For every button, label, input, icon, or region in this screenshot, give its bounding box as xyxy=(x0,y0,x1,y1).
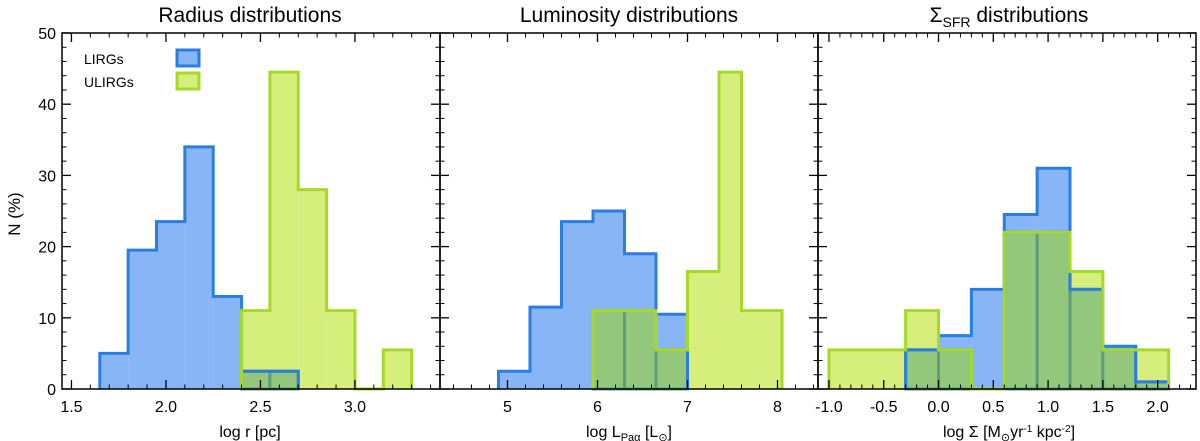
ulirgs-bar xyxy=(326,310,355,389)
x-tick-label: 6 xyxy=(593,399,602,416)
y-tick-label: 0 xyxy=(47,382,56,399)
lirgs-bar xyxy=(184,146,214,389)
y-tick-label: 10 xyxy=(38,311,56,328)
overlap-bar xyxy=(904,348,941,391)
overlap-bar xyxy=(1068,287,1105,391)
lirgs-bar xyxy=(561,221,593,389)
x-tick-label: -0.5 xyxy=(870,399,898,416)
x-tick-label: -1.0 xyxy=(815,399,843,416)
overlap-bar xyxy=(654,348,689,391)
overlap-bar xyxy=(1101,348,1138,391)
x-tick-label: 0.5 xyxy=(982,399,1004,416)
panel-title-sfr-density: ΣSFR distributions xyxy=(930,4,1089,30)
ulirgs-bar xyxy=(741,310,782,389)
y-axis-label: N (%) xyxy=(5,192,24,235)
overlap-bar xyxy=(591,309,626,391)
overlap-bar xyxy=(1035,230,1072,391)
ulirgs-bar xyxy=(383,349,412,389)
lirgs-bar xyxy=(99,353,129,389)
overlap-bar xyxy=(1002,230,1039,391)
lirgs-bar xyxy=(498,371,530,389)
x-tick-label: 1.0 xyxy=(1037,399,1059,416)
overlap-bar xyxy=(937,348,973,391)
lirgs-outline xyxy=(98,145,300,389)
x-tick-label: 5 xyxy=(503,399,512,416)
lirgs-bar xyxy=(530,307,562,389)
x-tick-label: 0.0 xyxy=(927,399,949,416)
ulirgs-bar xyxy=(269,72,299,389)
ulirgs-outline xyxy=(591,70,784,389)
legend: LIRGs ULIRGs xyxy=(84,48,201,91)
sfr-density-panel: ΣSFR distributions log Σ [M⊙yr-1 kpc-2] … xyxy=(815,4,1197,441)
overlap-bar xyxy=(268,369,300,391)
legend-label-lirgs: LIRGs xyxy=(84,51,124,67)
y-tick-label: 20 xyxy=(38,240,56,257)
x-axis-label-radius: log r [pc] xyxy=(219,424,280,441)
y-tick-label: 50 xyxy=(38,26,56,43)
ulirgs-outline xyxy=(240,70,414,391)
x-tick-label: 2.0 xyxy=(1147,399,1169,416)
ulirgs-bar xyxy=(719,72,742,389)
ulirgs-bar xyxy=(828,349,906,389)
lirgs-outline xyxy=(497,209,689,389)
x-tick-label: 2.0 xyxy=(155,399,177,416)
legend-swatch-lirgs xyxy=(175,48,201,68)
lirgs-bar xyxy=(213,296,242,389)
ulirgs-bar xyxy=(687,271,719,389)
panel-frame xyxy=(817,32,1197,390)
legend-label-ulirgs: ULIRGs xyxy=(84,74,134,90)
y-tick-label: 40 xyxy=(38,97,56,114)
overlap-bar xyxy=(240,369,272,391)
luminosity-panel: Luminosity distributions log LPaα [L⊙] 5… xyxy=(439,4,819,441)
legend-swatch-ulirgs xyxy=(175,71,201,91)
x-tick-label: 2.5 xyxy=(249,399,271,416)
y-tick-label: 30 xyxy=(38,168,56,185)
x-tick-label: 1.5 xyxy=(60,399,82,416)
ulirgs-bar xyxy=(298,189,327,389)
lirgs-bar xyxy=(971,289,1005,389)
panel-title-radius: Radius distributions xyxy=(158,4,341,27)
lirgs-bar xyxy=(156,221,185,389)
radius-panel: Radius distributions log r [pc] 1.5 2.0 2.… xyxy=(38,4,441,441)
x-tick-label: 1.5 xyxy=(1092,399,1114,416)
x-tick-label: 3.0 xyxy=(344,399,366,416)
overlap-bar xyxy=(623,309,658,391)
x-tick-label: 8 xyxy=(773,399,782,416)
lirgs-bar xyxy=(128,250,157,389)
panel-title-luminosity: Luminosity distributions xyxy=(520,4,738,27)
x-axis-label-sfr-density: log Σ [M⊙yr-1 kpc-2] xyxy=(943,424,1075,441)
x-axis-label-luminosity: log LPaα [L⊙] xyxy=(586,424,672,441)
x-tick-label: 7 xyxy=(683,399,692,416)
